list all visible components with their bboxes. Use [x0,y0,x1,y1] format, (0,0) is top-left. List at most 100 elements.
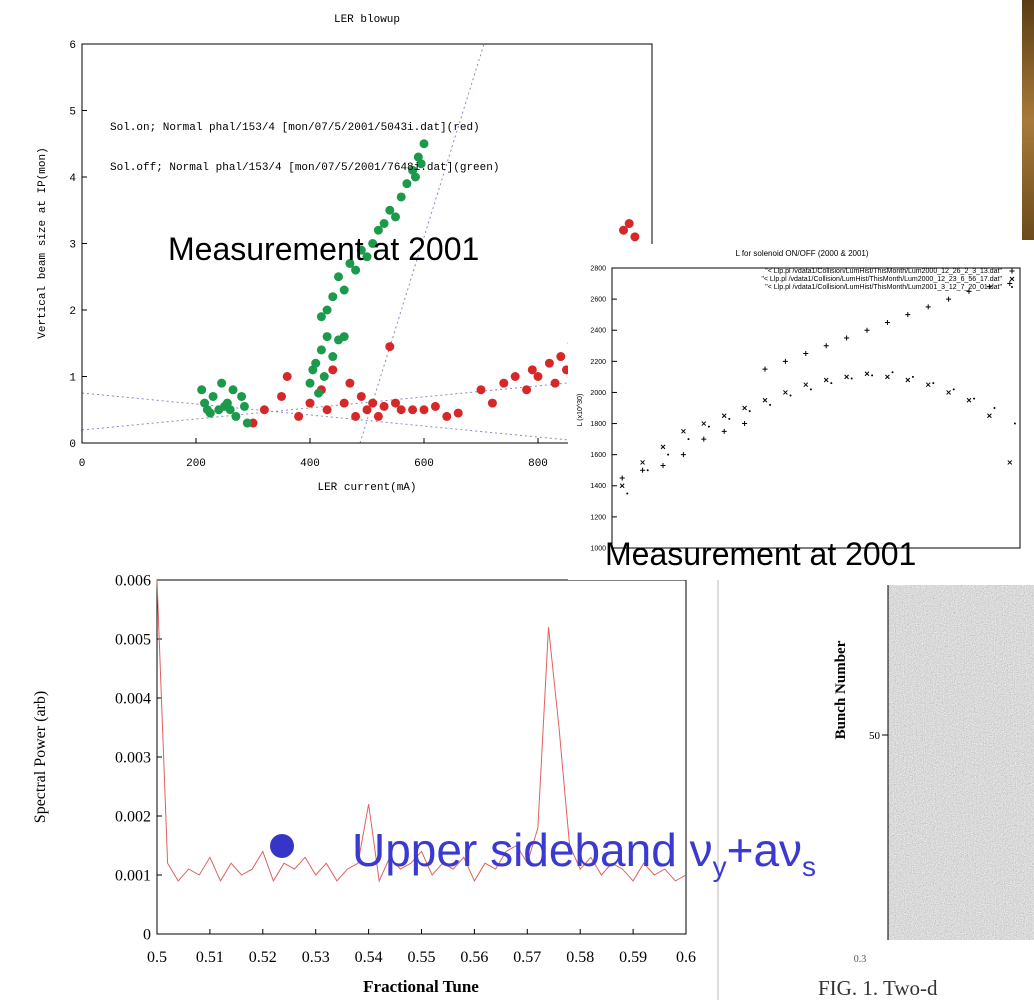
point [322,305,332,315]
point [237,391,247,401]
point [328,365,338,375]
point [993,407,996,409]
chart-title: LER blowup [334,14,400,26]
y-label: Bunch Number [833,640,849,739]
point [850,377,853,380]
x-axis-label: Fractional Tune [363,977,479,996]
y-tick-label: 3 [69,239,76,251]
point [410,172,420,182]
point [527,365,537,375]
y-tick-label: 0.003 [115,750,151,767]
annotation: Measurement at 2001 [168,231,479,267]
point [884,319,890,325]
point [707,425,710,428]
point [646,469,649,472]
point [701,421,707,426]
point [430,401,440,411]
y-tick-label: 4 [69,173,76,185]
point [748,410,751,413]
point [660,463,666,469]
fit-line [81,392,601,444]
point [640,460,645,465]
y-axis-label: L (x10^30) [577,394,584,427]
caption: FIG. 1. Two-d [818,976,938,1000]
legend-entry: "< Llp.pl /vdata1/Collision/LumHist/This… [761,276,1002,283]
point [408,405,418,415]
point [742,421,748,427]
legend-entry: Sol.off; Normal phal/153/4 [mon/07/5/200… [110,162,499,174]
point [322,332,332,342]
point [701,436,707,442]
bunch-figure: Bunch Number 50 0.3 FIG. 1. Two-d [818,585,1034,1000]
point [762,366,768,372]
point [966,288,972,294]
y-tick-label: 2 [69,306,76,318]
y-tick-label: 2400 [590,328,606,335]
x-tick-label: 0.57 [513,949,541,966]
point [328,292,338,302]
point [396,405,406,415]
point [362,405,372,415]
point [402,179,412,189]
point [946,296,952,302]
point [334,272,343,282]
y-tick-label: 0.005 [115,632,151,649]
x-tick-label: 0.6 [676,949,696,966]
point [316,345,326,355]
point [208,391,218,401]
y-tick-label: 1800 [590,421,606,428]
x-tick-label: 0.54 [355,949,383,966]
point [946,390,951,395]
panel-luminosity-bg [568,244,1034,580]
y-tick-label: 5 [69,106,76,118]
x-tick-label: 0.3 [854,954,867,965]
point [231,411,241,421]
point [973,397,976,400]
y-axis-label: Vertical beam size at IP(mon) [37,147,49,338]
y-tick-label: 2200 [590,359,606,366]
point [416,159,426,169]
y-axis-label: Spectral Power (arb) [32,691,49,823]
point [277,391,286,401]
point [339,332,349,342]
point [783,390,788,395]
point [373,225,383,235]
point [419,405,429,415]
annotation-dot [270,834,294,858]
point [510,372,520,381]
point [217,378,227,388]
point [556,352,566,362]
point [259,405,269,415]
sideband-annotation: Upper sideband νy+aνs [352,824,816,882]
point [1007,460,1013,465]
point [345,258,355,268]
point [844,374,849,380]
y-tick-label: 1200 [590,514,606,521]
point [225,405,235,415]
point [803,351,809,357]
point [328,352,338,362]
x-tick-label: 800 [528,458,548,470]
y-tick-label: 0 [69,439,76,451]
point [667,453,670,456]
point [379,219,389,229]
y-tick-label: 0 [143,927,151,944]
point [550,378,560,388]
point [966,397,972,403]
point [630,232,640,242]
point [356,245,366,255]
point [522,385,532,395]
point [379,401,389,411]
point [533,372,543,381]
point [911,375,914,378]
point [823,377,829,383]
point [1009,276,1015,282]
point [782,358,788,364]
point [319,372,329,381]
point [282,372,292,381]
point [322,405,332,415]
x-tick-label: 0 [79,458,86,470]
y-tick-label: 0.004 [115,691,151,708]
point [419,139,429,149]
